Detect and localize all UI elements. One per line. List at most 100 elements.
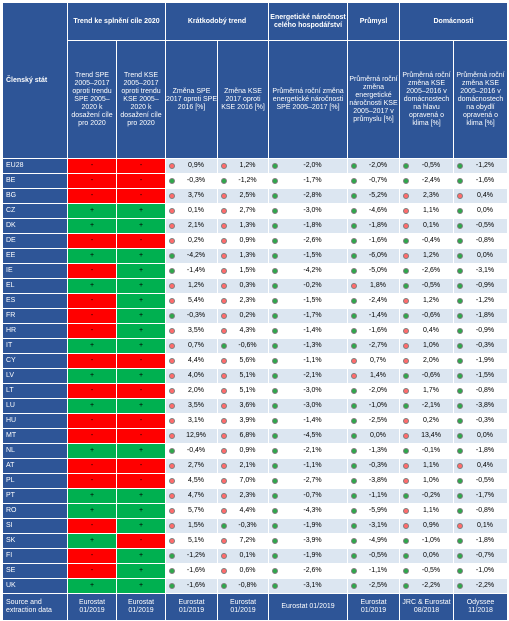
- trend-indicator: -: [115, 473, 167, 489]
- value-text: -5,0%: [368, 267, 388, 274]
- value-cell: -1,1%: [347, 563, 401, 579]
- green-circle-icon: [351, 388, 358, 394]
- value-text: 0,0%: [477, 432, 493, 439]
- trend-indicator: +: [115, 308, 167, 324]
- red-circle-icon: [403, 343, 410, 349]
- red-circle-icon: [169, 358, 176, 364]
- trend-indicator: -: [67, 353, 117, 369]
- table-row: FR - + -0,3% 0,2% -1,7% -1,4% -0,6% -1,8%: [2, 308, 509, 324]
- value-cell: 0,4%: [453, 188, 509, 204]
- value-cell: -1,6%: [347, 323, 401, 339]
- value-cell: 5,6%: [217, 353, 270, 369]
- value-cell: 0,1%: [217, 548, 270, 564]
- green-circle-icon: [169, 553, 176, 559]
- value-cell: 0,9%: [217, 443, 270, 459]
- value-text: 0,0%: [477, 207, 493, 214]
- red-circle-icon: [403, 433, 410, 439]
- green-circle-icon: [457, 403, 464, 409]
- value-text: -3,0%: [303, 387, 322, 394]
- value-cell: 4,0%: [165, 368, 219, 384]
- value-text: -1,0%: [421, 537, 441, 544]
- green-circle-icon: [272, 523, 279, 529]
- green-circle-icon: [403, 373, 410, 379]
- value-text: -0,5%: [475, 222, 495, 229]
- green-circle-icon: [169, 253, 176, 259]
- country-code: SI: [2, 518, 68, 534]
- value-cell: -1,4%: [347, 308, 401, 324]
- green-circle-icon: [351, 568, 358, 574]
- table-row: ES - +5,4% 2,3% -1,5% -2,4% 1,2% -1,2%: [2, 293, 509, 309]
- red-circle-icon: [169, 478, 176, 484]
- value-text: 0,1%: [188, 207, 204, 214]
- header-trend-kse: Trend KSE 2005–2017 oproti trendu KSE 20…: [115, 40, 167, 159]
- value-cell: -3,0%: [268, 398, 349, 414]
- value-cell: 1,2%: [165, 278, 219, 294]
- footer-source: Eurostat 01/2019: [347, 593, 401, 621]
- value-cell: -0,1%: [399, 443, 455, 459]
- country-code: PT: [2, 488, 68, 504]
- value-text: -3,1%: [303, 582, 322, 589]
- value-text: 0,0%: [477, 252, 493, 259]
- red-circle-icon: [169, 163, 176, 169]
- red-circle-icon: [221, 283, 228, 289]
- country-code: BE: [2, 173, 68, 189]
- green-circle-icon: [403, 448, 410, 454]
- value-cell: 2,1%: [217, 458, 270, 474]
- value-cell: -0,7%: [268, 488, 349, 504]
- value-text: -1,1%: [368, 492, 388, 499]
- value-text: -1,4%: [186, 267, 206, 274]
- table-row: EU28- -0,9% 1,2% -2,0% -2,0% -0,5% -1,2%: [2, 158, 509, 174]
- value-text: -3,8%: [368, 477, 388, 484]
- value-text: 5,7%: [188, 507, 204, 514]
- value-cell: -2,6%: [268, 233, 349, 249]
- country-code: EL: [2, 278, 68, 294]
- country-code: LT: [2, 383, 68, 399]
- value-cell: -0,3%: [165, 308, 219, 324]
- green-circle-icon: [169, 568, 176, 574]
- green-circle-icon: [403, 493, 410, 499]
- green-circle-icon: [272, 163, 279, 169]
- value-cell: 13,4%: [399, 428, 455, 444]
- value-cell: 5,7%: [165, 503, 219, 519]
- trend-indicator: +: [67, 503, 117, 519]
- value-cell: -0,6%: [399, 368, 455, 384]
- value-text: 1,5%: [239, 267, 256, 274]
- green-circle-icon: [457, 238, 464, 244]
- value-cell: -2,6%: [399, 263, 455, 279]
- trend-indicator: +: [115, 518, 167, 534]
- value-text: 0,2%: [188, 237, 204, 244]
- country-code: SE: [2, 563, 68, 579]
- value-cell: -1,5%: [268, 248, 349, 264]
- value-cell: 0,4%: [399, 323, 455, 339]
- trend-indicator: -: [115, 173, 167, 189]
- value-cell: 1,3%: [217, 218, 270, 234]
- value-cell: 0,0%: [453, 248, 509, 264]
- table-row: PT + +4,7% 2,3% -0,7% -1,1% -0,2% -1,7%: [2, 488, 509, 504]
- value-cell: -0,8%: [453, 233, 509, 249]
- country-code: DK: [2, 218, 68, 234]
- green-circle-icon: [457, 508, 464, 514]
- red-circle-icon: [221, 193, 228, 199]
- footer-source: Odyssee 11/2018: [453, 593, 509, 621]
- value-text: 2,0%: [423, 357, 439, 364]
- value-cell: -0,6%: [399, 308, 455, 324]
- value-text: 5,1%: [239, 387, 256, 394]
- value-cell: 1,2%: [399, 248, 455, 264]
- value-cell: 1,5%: [165, 518, 219, 534]
- table-row: CY - -4,4% 5,6% -1,1% 0,7% 2,0% -1,9%: [2, 353, 509, 369]
- value-cell: -1,0%: [347, 398, 401, 414]
- value-cell: 2,0%: [399, 353, 455, 369]
- value-cell: 1,5%: [217, 263, 270, 279]
- value-text: -3,0%: [303, 207, 322, 214]
- header-member-state: Členský stát: [2, 2, 68, 159]
- red-circle-icon: [221, 238, 228, 244]
- red-circle-icon: [169, 238, 176, 244]
- header-trend-spe: Trend SPE 2005–2017 oproti trendu SPE 20…: [67, 40, 117, 159]
- green-circle-icon: [351, 448, 358, 454]
- value-text: 0,7%: [188, 342, 204, 349]
- value-cell: 3,7%: [165, 188, 219, 204]
- table-row: AT - -2,7% 2,1% -1,1% -0,3% 1,1% 0,4%: [2, 458, 509, 474]
- green-circle-icon: [351, 508, 358, 514]
- green-circle-icon: [169, 448, 176, 454]
- red-circle-icon: [457, 463, 464, 469]
